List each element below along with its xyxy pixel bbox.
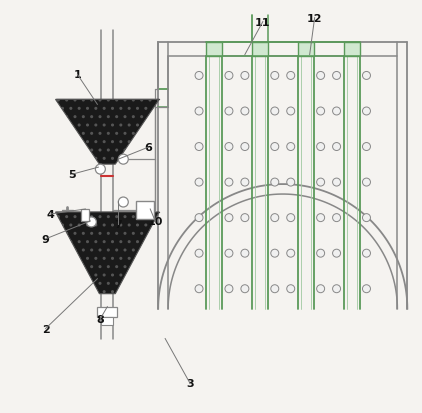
Text: 6: 6 bbox=[144, 143, 152, 153]
Circle shape bbox=[241, 214, 249, 222]
Circle shape bbox=[362, 179, 371, 187]
Text: 12: 12 bbox=[307, 14, 322, 24]
Circle shape bbox=[316, 249, 325, 258]
Circle shape bbox=[225, 214, 233, 222]
Circle shape bbox=[271, 108, 279, 116]
Polygon shape bbox=[56, 212, 159, 294]
Text: 2: 2 bbox=[42, 324, 49, 334]
Circle shape bbox=[287, 143, 295, 151]
Text: 8: 8 bbox=[97, 314, 104, 324]
Circle shape bbox=[333, 143, 341, 151]
Bar bbox=[101, 317, 114, 325]
Circle shape bbox=[195, 249, 203, 258]
Circle shape bbox=[287, 285, 295, 293]
Circle shape bbox=[271, 179, 279, 187]
Circle shape bbox=[225, 108, 233, 116]
Circle shape bbox=[287, 179, 295, 187]
Circle shape bbox=[195, 72, 203, 80]
Circle shape bbox=[271, 143, 279, 151]
Polygon shape bbox=[56, 100, 159, 165]
Circle shape bbox=[195, 285, 203, 293]
Circle shape bbox=[316, 143, 325, 151]
Circle shape bbox=[225, 249, 233, 258]
Circle shape bbox=[287, 249, 295, 258]
Circle shape bbox=[316, 72, 325, 80]
Circle shape bbox=[95, 165, 106, 175]
Circle shape bbox=[316, 108, 325, 116]
Circle shape bbox=[316, 285, 325, 293]
Circle shape bbox=[287, 108, 295, 116]
Circle shape bbox=[362, 143, 371, 151]
Circle shape bbox=[362, 108, 371, 116]
Circle shape bbox=[287, 214, 295, 222]
Circle shape bbox=[118, 197, 128, 207]
Text: 5: 5 bbox=[69, 170, 76, 180]
Circle shape bbox=[333, 108, 341, 116]
Bar bbox=[252, 43, 268, 56]
Text: 7: 7 bbox=[114, 219, 122, 229]
Circle shape bbox=[241, 249, 249, 258]
Circle shape bbox=[225, 143, 233, 151]
Circle shape bbox=[362, 285, 371, 293]
Circle shape bbox=[241, 143, 249, 151]
Circle shape bbox=[241, 72, 249, 80]
Circle shape bbox=[287, 72, 295, 80]
Circle shape bbox=[241, 108, 249, 116]
Circle shape bbox=[333, 214, 341, 222]
Text: 10: 10 bbox=[148, 216, 163, 226]
Text: 11: 11 bbox=[255, 18, 271, 28]
Text: 1: 1 bbox=[73, 70, 81, 80]
Circle shape bbox=[271, 285, 279, 293]
Circle shape bbox=[362, 249, 371, 258]
Bar bbox=[81, 209, 89, 221]
Circle shape bbox=[118, 155, 128, 165]
Circle shape bbox=[225, 179, 233, 187]
Bar bbox=[344, 43, 360, 56]
Bar bbox=[97, 307, 117, 317]
Bar bbox=[136, 202, 154, 219]
Circle shape bbox=[333, 72, 341, 80]
Circle shape bbox=[195, 108, 203, 116]
Text: 4: 4 bbox=[46, 209, 54, 219]
Circle shape bbox=[316, 214, 325, 222]
Bar bbox=[206, 43, 222, 56]
Circle shape bbox=[362, 214, 371, 222]
Circle shape bbox=[362, 72, 371, 80]
Circle shape bbox=[271, 214, 279, 222]
Circle shape bbox=[195, 179, 203, 187]
Circle shape bbox=[333, 249, 341, 258]
Circle shape bbox=[241, 179, 249, 187]
Circle shape bbox=[195, 143, 203, 151]
Circle shape bbox=[333, 179, 341, 187]
Circle shape bbox=[225, 285, 233, 293]
Circle shape bbox=[87, 217, 96, 228]
Circle shape bbox=[271, 249, 279, 258]
Circle shape bbox=[195, 214, 203, 222]
Circle shape bbox=[271, 72, 279, 80]
Text: 9: 9 bbox=[42, 234, 49, 244]
Circle shape bbox=[225, 72, 233, 80]
Text: 3: 3 bbox=[186, 378, 194, 389]
Circle shape bbox=[241, 285, 249, 293]
Bar bbox=[298, 43, 314, 56]
Circle shape bbox=[316, 179, 325, 187]
Circle shape bbox=[333, 285, 341, 293]
